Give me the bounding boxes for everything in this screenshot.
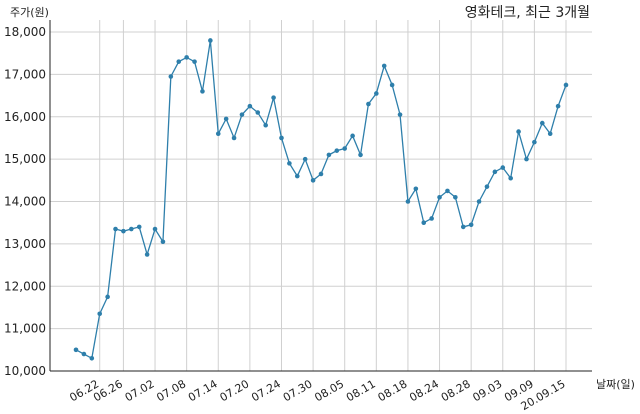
chart-title: 영화테크, 최근 3개월: [465, 5, 590, 21]
data-point: [152, 226, 158, 232]
data-point: [184, 55, 189, 60]
data-point: [429, 216, 434, 221]
data-point: [121, 228, 126, 234]
x-tick-label: 07.08: [154, 377, 188, 404]
data-point: [516, 129, 521, 134]
data-point: [113, 226, 118, 232]
data-point: [500, 165, 506, 170]
data-point: [208, 38, 213, 43]
data-point: [532, 139, 537, 145]
data-point: [255, 110, 261, 115]
data-point: [326, 152, 332, 158]
y-tick-labels: 10,000 11,000 12,000 13,000 14,000 15,000 16,0…: [4, 25, 46, 378]
y-tick-label: 11,000: [4, 322, 46, 336]
data-point: [421, 220, 427, 225]
data-point: [358, 152, 363, 158]
data-point: [508, 175, 513, 181]
data-point: [453, 194, 458, 200]
data-point: [168, 74, 174, 79]
data-point: [476, 199, 482, 204]
y-tick-label: 12,000: [4, 279, 46, 293]
data-point: [563, 82, 569, 88]
x-tick-label: 08.28: [439, 377, 473, 404]
data-point: [215, 131, 221, 136]
data-point: [342, 146, 348, 151]
data-point: [492, 169, 498, 175]
data-point: [97, 311, 103, 317]
data-point: [136, 224, 142, 230]
data-point: [405, 199, 411, 204]
y-tick-label: 18,000: [4, 25, 46, 39]
x-tick-label: 09.03: [470, 377, 504, 404]
data-point: [160, 239, 166, 245]
data-point: [310, 178, 316, 183]
x-tick-label: 08.05: [312, 377, 346, 404]
data-point: [468, 222, 474, 228]
x-tick-label: 07.24: [249, 377, 283, 404]
data-point: [460, 224, 466, 230]
data-point: [105, 294, 110, 300]
y-tick-label: 13,000: [4, 237, 46, 251]
y-tick-label: 14,000: [4, 195, 46, 209]
y-axis-title: 주가(원): [10, 6, 49, 19]
data-point: [176, 59, 182, 64]
data-point: [89, 355, 95, 361]
data-point: [318, 171, 324, 177]
data-point: [437, 194, 442, 200]
data-point: [374, 91, 379, 96]
y-tick-label: 15,000: [4, 152, 46, 166]
data-point: [231, 135, 237, 141]
grid: [50, 20, 592, 372]
x-tick-label: 08.24: [407, 377, 441, 404]
data-point: [129, 226, 134, 232]
y-tick-label: 16,000: [4, 110, 46, 124]
data-point: [381, 63, 387, 69]
data-point: [413, 186, 419, 192]
y-tick-label: 10,000: [4, 364, 46, 378]
data-point: [397, 112, 403, 117]
data-point: [279, 135, 284, 141]
data-point: [484, 184, 490, 189]
x-tick-label: 07.20: [218, 377, 252, 404]
x-tick-label: 07.30: [281, 377, 315, 404]
x-axis-title: 날짜(일): [596, 377, 635, 391]
data-point: [81, 351, 87, 357]
data-point: [247, 103, 253, 109]
data-point: [547, 131, 553, 136]
data-point: [445, 188, 450, 194]
data-point: [539, 120, 545, 126]
data-point: [555, 103, 561, 109]
data-point: [223, 116, 229, 122]
data-points: [73, 38, 569, 361]
data-point: [271, 95, 276, 100]
data-point: [350, 133, 355, 139]
data-point: [334, 148, 340, 153]
data-point: [263, 122, 268, 128]
x-tick-label: 08.11: [344, 377, 378, 404]
data-point: [192, 59, 197, 64]
axes: [49, 20, 592, 372]
x-tick-label: 07.14: [186, 377, 220, 404]
data-point: [287, 161, 292, 166]
data-point: [200, 89, 205, 94]
data-point: [239, 112, 245, 117]
x-tick-label: 07.02: [123, 377, 157, 404]
x-tick-labels: 06.2206.2607.0207.0807.1407.2007.2407.30…: [67, 377, 567, 413]
x-tick-label: 08.18: [376, 377, 410, 404]
data-point: [302, 156, 308, 162]
data-point: [144, 252, 150, 257]
data-point: [73, 347, 79, 353]
data-point: [294, 173, 300, 179]
y-tick-label: 17,000: [4, 67, 46, 81]
data-point: [389, 82, 395, 88]
data-point: [524, 156, 529, 162]
series-line: [75, 40, 567, 360]
data-point: [366, 101, 371, 107]
